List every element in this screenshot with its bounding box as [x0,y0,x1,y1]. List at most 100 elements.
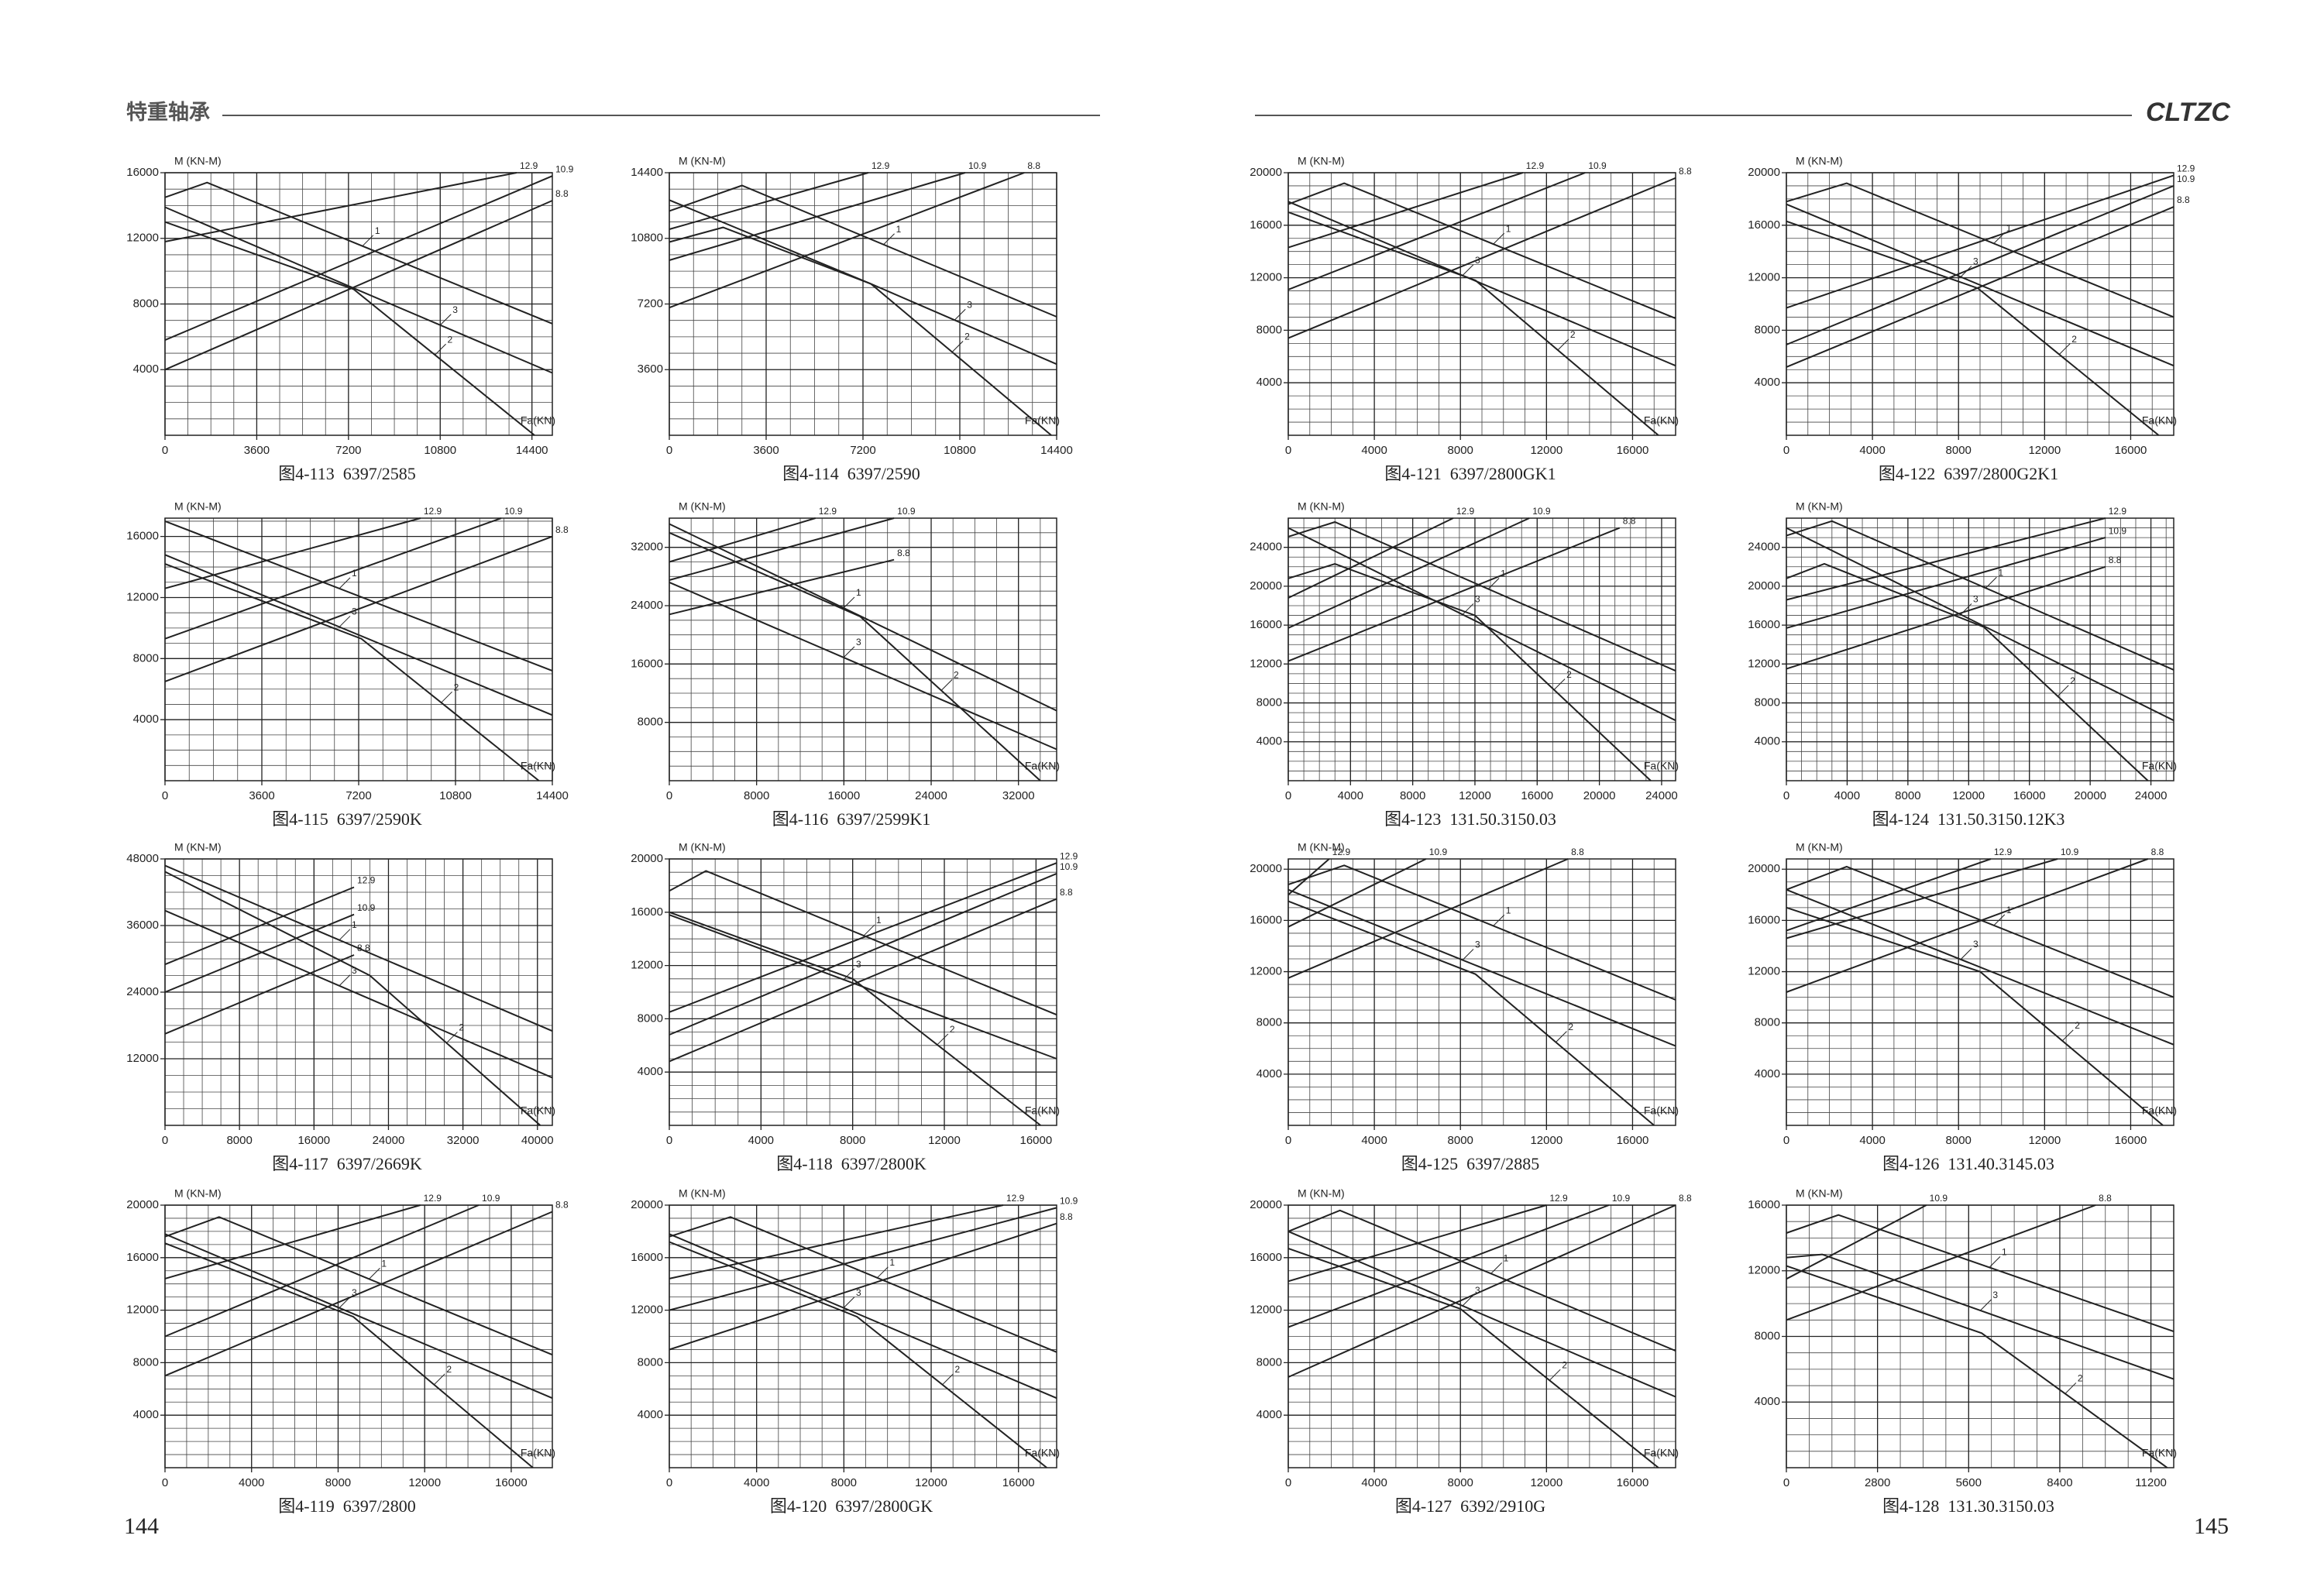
line-label: 10.9 [1060,1196,1078,1207]
x-axis-label: Fa(KN) [2142,760,2177,772]
y-axis-label: M (KN-M) [174,500,222,513]
x-tick-label: 12000 [1530,1476,1563,1489]
y-tick-label: 12000 [1748,271,1780,284]
y-tick-label: 16000 [126,1251,159,1264]
y-tick-label: 16000 [126,530,159,543]
label-leader [843,646,855,658]
x-tick-label: 7200 [346,789,371,802]
curve-label: 3 [1475,594,1480,605]
y-tick-label: 8000 [1257,1016,1282,1029]
y-tick-label: 16000 [631,905,663,919]
curve [164,181,553,325]
y-axis-label: M (KN-M) [1796,155,1843,167]
logo: CLTZC [2146,98,2230,127]
curve [1786,206,2174,368]
y-tick-label: 12000 [1748,965,1780,978]
x-tick-label: 0 [162,789,168,802]
label-leader [1980,1299,1992,1311]
figure-caption: 图4-126 131.40.3145.03 [1882,1154,2054,1173]
y-axis-label: M (KN-M) [679,500,726,513]
x-tick-label: 4000 [1361,444,1387,457]
x-axis-label: Fa(KN) [1644,414,1679,427]
line-label: 8.8 [555,524,569,535]
curve [1786,858,2058,939]
label-leader [1985,576,1997,589]
line-label: 8.8 [1679,166,1692,177]
x-axis-label: Fa(KN) [1644,1104,1679,1117]
y-tick-label: 4000 [133,713,159,726]
label-leader [339,974,351,987]
x-tick-label: 8000 [1400,789,1425,802]
x-tick-label: 16000 [1002,1476,1035,1489]
curve-label: 2 [454,682,459,692]
curve [1287,172,1586,290]
line-label: 10.9 [555,163,574,174]
y-tick-label: 4000 [133,362,159,376]
label-leader [843,596,855,609]
label-leader [877,1266,889,1279]
line-label: 8.8 [2151,847,2164,857]
x-tick-label: 0 [162,444,168,457]
x-tick-label: 20000 [1583,789,1616,802]
curve-label: 1 [856,587,861,598]
x-tick-label: 12000 [1530,444,1563,457]
curve-label: 1 [889,1257,895,1268]
x-tick-label: 12000 [2028,444,2061,457]
curve [669,872,1057,1036]
y-axis-label: M (KN-M) [1298,155,1345,167]
curve-label: 1 [876,915,882,926]
curve-label: 3 [856,637,861,647]
figure-caption: 图4-116 6397/2599K1 [772,809,931,829]
curve [669,1233,1057,1400]
line-label: 12.9 [357,875,376,886]
y-tick-label: 24000 [1748,541,1780,554]
curve [669,184,1057,318]
line-label: 8.8 [1027,160,1040,171]
curve-label: 2 [448,334,453,345]
curve [1287,1230,1676,1398]
curve-label: 2 [950,1024,955,1035]
y-axis-label: M (KN-M) [174,1187,222,1200]
curve-label: 2 [1568,1022,1573,1032]
y-tick-label: 16000 [1250,913,1282,926]
curve [1287,517,1454,599]
x-tick-label: 24000 [915,789,947,802]
y-tick-label: 12000 [126,1304,159,1317]
figure-caption: 图4-125 6397/2885 [1401,1154,1539,1173]
x-tick-label: 0 [1783,444,1789,457]
x-tick-label: 32000 [1002,789,1035,802]
y-tick-label: 16000 [1748,913,1780,926]
x-tick-label: 8000 [1448,1134,1473,1147]
figure-caption: 图4-124 131.50.3150.12K3 [1872,809,2065,829]
curve-label: 3 [352,965,357,976]
x-tick-label: 8000 [226,1134,252,1147]
label-leader [1993,914,2006,926]
figure-caption: 图4-123 131.50.3150.03 [1384,809,1556,829]
curve [1287,858,1569,979]
curve-label: 3 [856,959,861,970]
curve-label: 1 [381,1259,387,1269]
curve-label: 1 [1504,1253,1509,1264]
line-label: 8.8 [2099,1193,2112,1204]
y-tick-label: 16000 [1250,1251,1282,1264]
curve [164,954,355,1035]
x-tick-label: 0 [1285,444,1291,457]
x-axis-label: Fa(KN) [2142,414,2177,427]
line-label: 12.9 [1994,847,2013,857]
label-leader [441,691,452,703]
curve [1786,537,2106,629]
x-tick-label: 8000 [1448,1476,1473,1489]
y-axis-label: M (KN-M) [1298,500,1345,513]
y-tick-label: 8000 [1755,323,1780,336]
x-axis-label: Fa(KN) [1025,1447,1060,1459]
x-tick-label: 5600 [1956,1476,1982,1489]
x-tick-label: 0 [1783,1134,1789,1147]
x-tick-label: 0 [162,1134,168,1147]
x-tick-label: 2800 [1865,1476,1890,1489]
x-tick-label: 14400 [516,444,548,457]
curve [1786,184,2174,345]
label-leader [339,577,351,589]
y-tick-label: 48000 [126,852,159,865]
